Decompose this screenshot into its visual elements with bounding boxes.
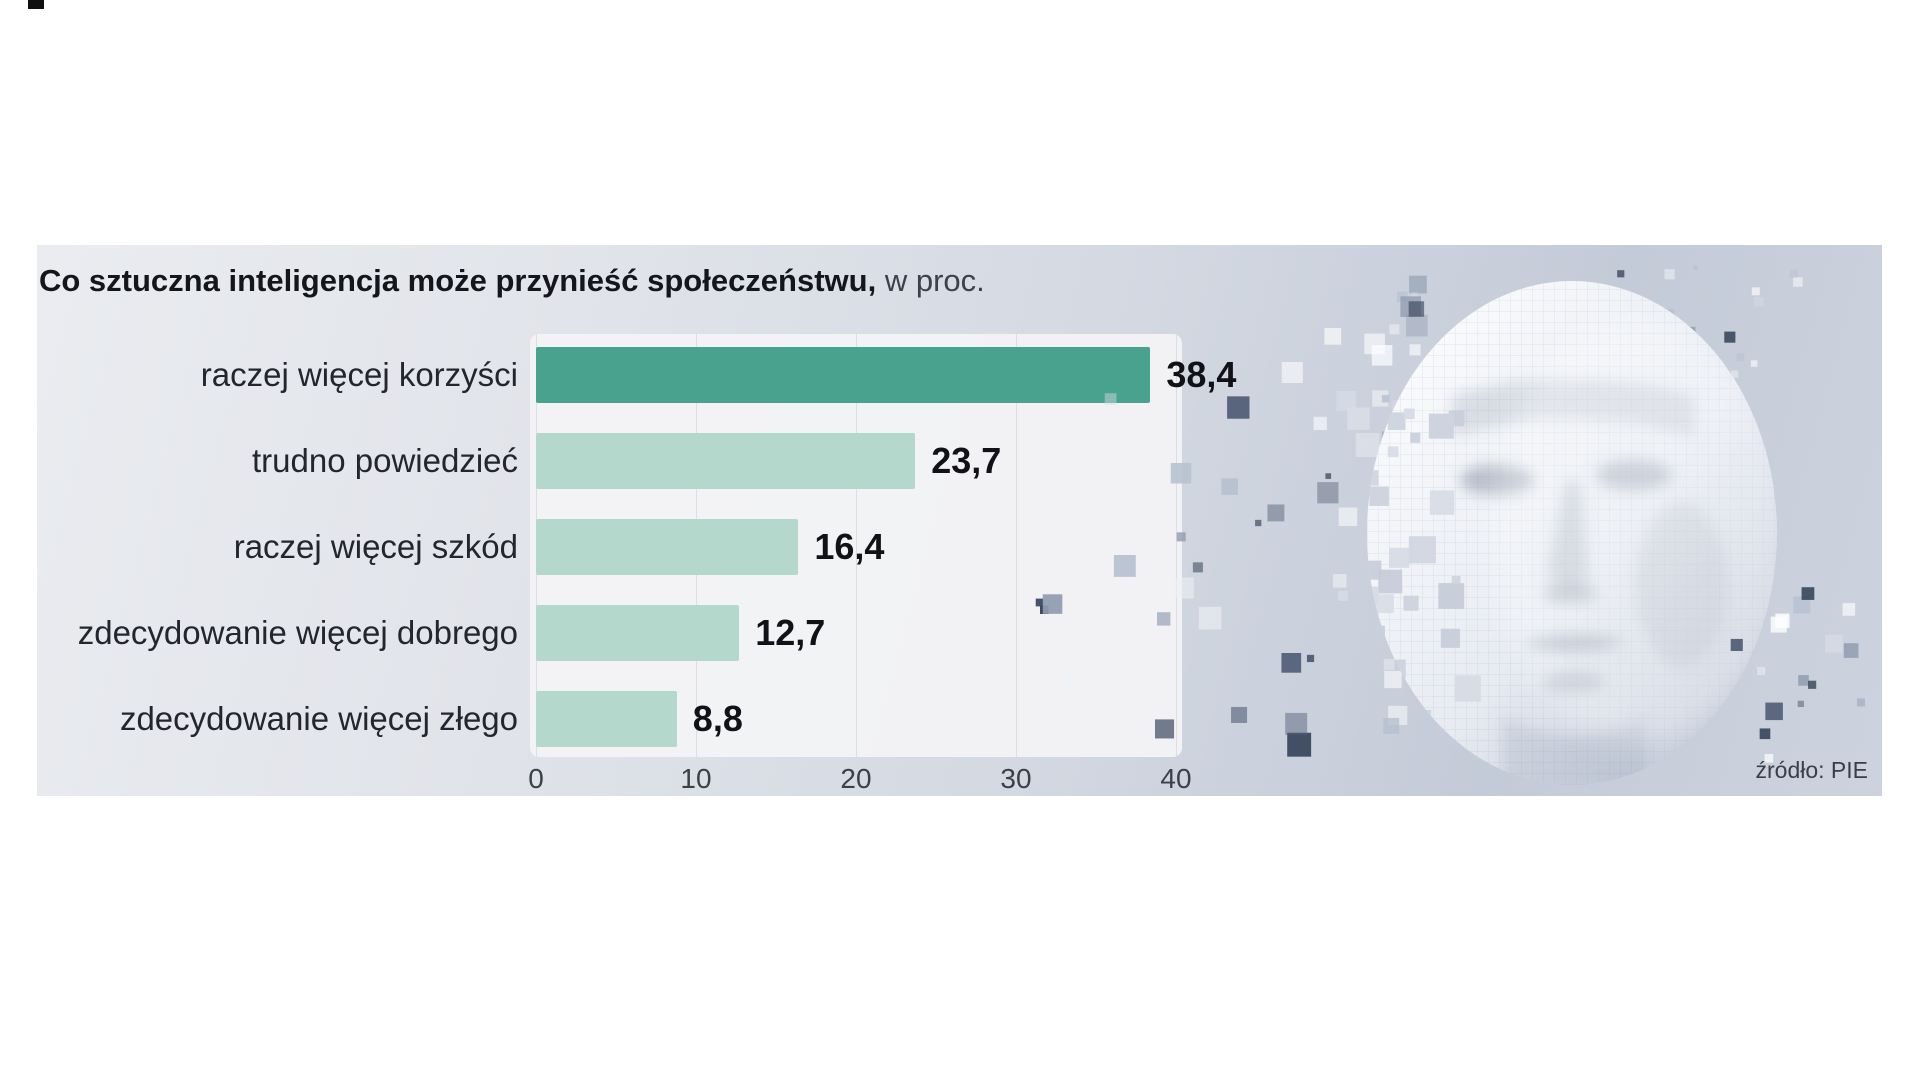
bar xyxy=(536,519,799,575)
bar-label: zdecydowanie więcej złego xyxy=(119,700,518,737)
face-features xyxy=(1367,318,1777,785)
bar xyxy=(536,691,677,747)
bar-rows: raczej więcej korzyści 38,4 trudno powiedz… xyxy=(37,347,1236,777)
bar xyxy=(536,433,916,489)
bar-track: 16,4 xyxy=(530,519,1182,575)
bar-row: zdecydowanie więcej dobrego 12,7 xyxy=(37,605,1182,661)
chart-title: Co sztuczna inteligencja może przynieść … xyxy=(39,263,985,299)
bar-value: 23,7 xyxy=(931,440,1002,481)
bar xyxy=(536,347,1151,403)
bar-row: raczej więcej szkód 16,4 xyxy=(37,519,1182,575)
bar-track: 8,8 xyxy=(530,691,1182,747)
bar-track: 12,7 xyxy=(530,605,1182,661)
ai-face-illustration xyxy=(1035,265,1865,785)
bar-track: 38,4 xyxy=(530,347,1236,403)
tick-label: 20 xyxy=(840,763,872,794)
voxel-scatter-right xyxy=(1730,587,1865,763)
chart-title-unit: w proc. xyxy=(876,263,985,298)
bar-row: zdecydowanie więcej złego 8,8 xyxy=(37,691,1182,747)
bar-value: 8,8 xyxy=(692,698,743,739)
bar-chart: raczej więcej korzyści 38,4 trudno powiedz… xyxy=(37,334,1236,805)
bar-row: raczej więcej korzyści 38,4 xyxy=(37,347,1236,403)
bar xyxy=(536,605,740,661)
chart-band: Co sztuczna inteligencja może przynieść … xyxy=(37,245,1882,796)
bar-label: raczej więcej szkód xyxy=(233,528,518,565)
tick-label: 30 xyxy=(1000,763,1032,794)
bar-label: zdecydowanie więcej dobrego xyxy=(77,614,518,651)
chart-title-main: Co sztuczna inteligencja może przynieść … xyxy=(39,263,877,298)
tick-label: 40 xyxy=(1160,763,1192,794)
bar-value: 12,7 xyxy=(755,612,826,653)
gridline xyxy=(1016,334,1017,757)
corner-mark xyxy=(28,0,44,9)
bar-track: 23,7 xyxy=(530,433,1182,489)
bar-label: trudno powiedzieć xyxy=(252,442,518,479)
bar-value: 38,4 xyxy=(1166,354,1237,395)
tick-label: 0 xyxy=(528,763,544,794)
source-credit: źródło: PIE xyxy=(1755,757,1869,783)
gridline xyxy=(856,334,857,757)
tick-label: 10 xyxy=(680,763,712,794)
x-axis: 0 10 20 30 40 xyxy=(528,763,1191,805)
gridline xyxy=(1176,334,1177,757)
bar-row: trudno powiedzieć 23,7 xyxy=(37,433,1182,489)
bar-value: 16,4 xyxy=(814,526,885,567)
bar-label: raczej więcej korzyści xyxy=(200,356,518,393)
